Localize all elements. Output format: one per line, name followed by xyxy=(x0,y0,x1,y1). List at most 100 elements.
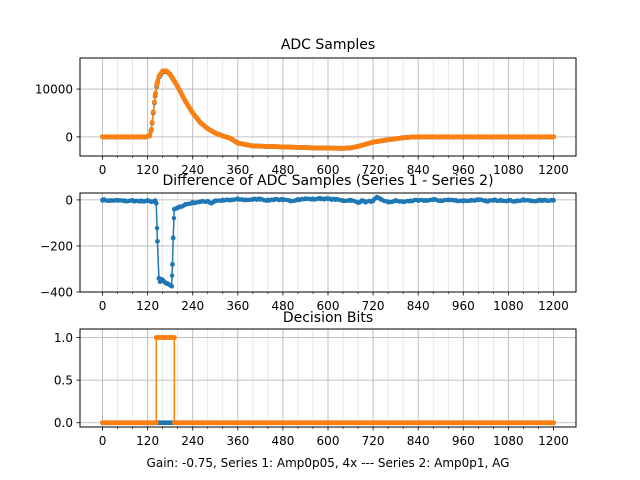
decision-bits-series-2-point xyxy=(153,335,159,340)
decision-bits-x-tick-label: 840 xyxy=(407,434,430,448)
difference-series-1-point xyxy=(460,198,466,204)
difference-series-1-point xyxy=(513,198,519,204)
difference-series-1-point xyxy=(340,198,346,204)
difference-series-1-point xyxy=(212,198,218,204)
difference-series-1-point xyxy=(250,197,256,202)
difference-series-1-point xyxy=(445,197,451,203)
difference-series-group xyxy=(100,194,556,289)
difference-series-1-point xyxy=(235,196,241,202)
decision-bits-x-label: Gain: -0.75, Series 1: Amp0p05, 4x --- S… xyxy=(147,456,510,470)
difference-series-1-point xyxy=(130,198,136,204)
decision-bits-x-tick-label: 240 xyxy=(181,434,204,448)
difference-title: Difference of ADC Samples (Series 1 - Se… xyxy=(162,173,493,189)
difference-series-1-marker xyxy=(154,225,160,231)
difference-y-tick-label: 0 xyxy=(65,193,73,207)
difference-y-tick-label: −400 xyxy=(40,286,73,300)
adc-samples-series-group xyxy=(100,68,556,151)
adc-samples-panel: 0 120 240 360 480 600 720 840 960 1080 1200 0 10000… xyxy=(35,37,577,177)
adc-samples-series-2-point xyxy=(160,68,166,74)
adc-samples-series-2-point xyxy=(175,84,181,90)
adc-samples-series-2-marker xyxy=(149,119,155,125)
difference-series-1-point xyxy=(400,199,406,205)
adc-samples-x-tick-label: 720 xyxy=(362,163,385,177)
adc-samples-x-tick-label: 240 xyxy=(181,163,204,177)
difference-series-1-point xyxy=(153,200,159,206)
difference-series-1-point xyxy=(543,197,549,203)
adc-samples-y-tick-label: 10000 xyxy=(35,83,73,97)
difference-series-1-point xyxy=(490,197,496,203)
adc-samples-series-2-point xyxy=(137,134,143,140)
difference-x-tick-label: 360 xyxy=(226,299,249,313)
difference-series-1-point xyxy=(148,199,154,205)
adc-samples-series-2-point xyxy=(385,137,391,143)
decision-bits-x-tick-label: 120 xyxy=(136,434,159,448)
adc-samples-series-2-point xyxy=(182,98,188,104)
adc-samples-series-2-point xyxy=(148,126,154,132)
adc-samples-x-tick-label: 120 xyxy=(136,163,159,177)
difference-series-1-point xyxy=(385,199,391,205)
decision-bits-panel: 0 120 240 360 480 600 720 840 960 1080 1200 0.0 0.5… xyxy=(54,310,577,470)
difference-x-tick-label: 720 xyxy=(362,299,385,313)
decision-bits-series-group xyxy=(100,335,556,426)
difference-x-tick-label: 960 xyxy=(452,299,475,313)
difference-series-1-point xyxy=(107,198,113,204)
difference-series-1-point xyxy=(295,197,301,202)
adc-samples-series-2-point xyxy=(370,139,376,145)
difference-series-1-point xyxy=(265,197,271,203)
adc-samples-title: ADC Samples xyxy=(281,37,375,53)
difference-series-1-point xyxy=(197,199,203,205)
difference-panel: 0 120 240 360 480 600 720 840 960 1080 1200 −400 −2… xyxy=(40,173,577,313)
difference-series-1-point xyxy=(325,196,331,202)
adc-samples-x-tick-label: 1080 xyxy=(493,163,524,177)
difference-series-1-point xyxy=(370,198,376,204)
decision-bits-grid xyxy=(80,329,576,427)
difference-series-1-point xyxy=(551,197,556,203)
difference-series-1-point xyxy=(175,205,181,211)
decision-bits-y-tick-label: 1.0 xyxy=(54,331,73,345)
difference-series-1-point xyxy=(374,195,380,201)
difference-x-tick-label: 1200 xyxy=(538,299,569,313)
adc-samples-series-2-point xyxy=(340,145,346,151)
difference-series-1-point xyxy=(169,283,175,289)
adc-samples-series-2-point xyxy=(355,144,361,149)
difference-series-1-point xyxy=(145,198,151,204)
difference-x-tick-label: 120 xyxy=(136,299,159,313)
adc-samples-y-tick-label: 0 xyxy=(65,130,73,144)
difference-series-1-point xyxy=(100,197,105,203)
adc-samples-series-2-point xyxy=(190,110,196,116)
adc-samples-series-2-point xyxy=(150,109,156,115)
adc-samples-x-tick-label: 480 xyxy=(271,163,294,177)
adc-samples-series-2-point xyxy=(147,133,152,139)
adc-samples-y-axis: 0 10000 xyxy=(35,83,80,144)
adc-samples-x-tick-label: 0 xyxy=(99,163,107,177)
decision-bits-y-tick-label: 0.0 xyxy=(54,416,73,430)
difference-series-1-point xyxy=(393,198,399,204)
decision-bits-x-tick-label: 0 xyxy=(99,434,107,448)
difference-x-tick-label: 240 xyxy=(181,299,204,313)
difference-series-1-point xyxy=(408,198,414,204)
adc-samples-x-axis: 0 120 240 360 480 600 720 840 960 1080 1200 xyxy=(99,156,569,177)
decision-bits-x-tick-label: 1080 xyxy=(493,434,524,448)
adc-samples-series-2-point xyxy=(348,145,353,151)
adc-samples-series-2-point xyxy=(197,120,203,125)
adc-samples-series-2-point xyxy=(143,134,149,140)
difference-series-1-point xyxy=(257,196,263,202)
difference-series-1-point xyxy=(310,196,316,202)
decision-bits-series-2-point xyxy=(171,420,177,426)
difference-series-1-point xyxy=(272,196,278,202)
difference-series-1-point xyxy=(453,197,459,203)
adc-samples-x-tick-label: 1200 xyxy=(538,163,569,177)
difference-series-1-point xyxy=(190,200,196,206)
difference-series-1-point xyxy=(415,198,421,204)
difference-series-1-point xyxy=(359,198,365,204)
decision-bits-series-2-point xyxy=(551,420,556,426)
decision-bits-plot-area xyxy=(100,335,556,426)
difference-series-1-point xyxy=(318,196,323,201)
adc-samples-series-2-point xyxy=(408,134,414,140)
difference-series-1-point xyxy=(423,197,429,203)
difference-series-1-point xyxy=(220,197,226,203)
difference-series-1-point xyxy=(280,197,286,203)
difference-series-1-point xyxy=(498,197,504,203)
adc-samples-series-2-point xyxy=(220,133,226,139)
decision-bits-x-tick-label: 960 xyxy=(452,434,475,448)
